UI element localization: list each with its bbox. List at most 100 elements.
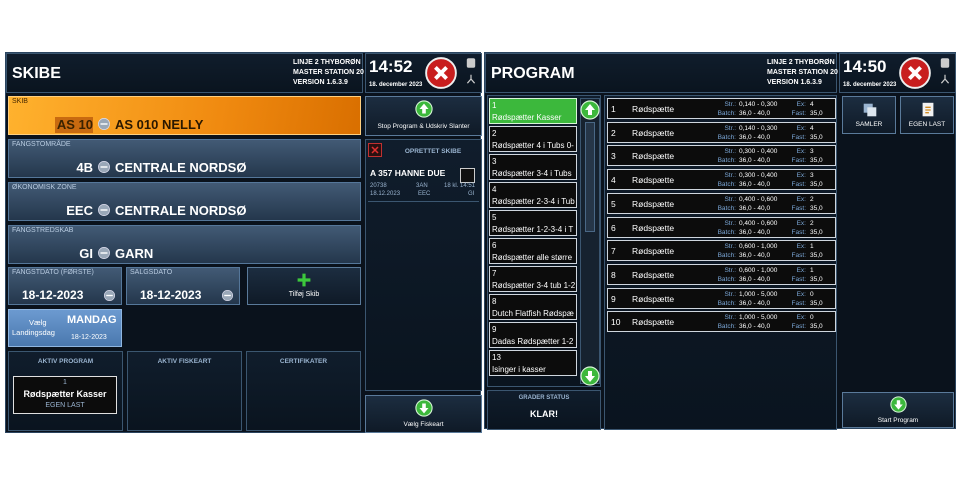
ex-value: 3 [810,148,814,156]
ex-value: 4 [810,124,814,132]
start-program-button[interactable]: Start Program [842,392,954,428]
date-box[interactable]: FANGSTDATO (FØRSTE) 18-12-2023 [8,267,122,305]
clock-panel [839,53,956,93]
table-row: 9 Rødspætte Str.: 1,000 - 5,000 Ex: 0 Batch: 36… [607,287,836,309]
program-item[interactable]: 7 Rødspætter 3-4 tub 1-2 [489,266,577,292]
table-row: 3 Rødspætte Str.: 0,300 - 0,400 Ex: 3 Batch: 36… [607,145,836,167]
program-item[interactable]: 5 Rødspætter 1-2-3-4 i T [489,210,577,236]
size-range: 0,400 - 0,600 [739,195,778,203]
program-name: Rødspætter Kasser [492,113,562,122]
row-number: 2 [611,127,616,138]
select-species-button[interactable]: Vælg Fiskeart [365,395,482,433]
batch-range: 36,0 - 40,0 [739,204,771,212]
program-item[interactable]: 13 Isinger i kasser [489,350,577,376]
stop-program-button[interactable]: Stop Program & Udskriv Slanter [365,96,482,136]
row-species: Rødspætte [632,269,675,280]
size-label: Str.: [724,101,736,108]
ship-checkbox[interactable] [460,168,475,183]
ex-label: Ex: [796,266,806,274]
program-table: 1 Rødspætte Str.: 0,140 - 0,300 Ex: 4 Batch: 36… [604,95,837,430]
batch-label: Batch: [717,299,736,307]
field-code: 4B [76,160,93,175]
program-number: 8 [492,297,497,306]
active-program-box[interactable]: 1 Rødspætter Kasser EGEN LAST [13,376,117,414]
program-number: 9 [492,325,497,334]
ex-label: Ex: [796,243,806,251]
fast-label: Fast: [791,157,806,165]
program-number: 4 [492,185,497,194]
ship-item[interactable]: A 357 HANNE DUE 20738 3AN 18 kl. 14:51 18.12… [368,166,479,202]
program-number: 5 [492,213,497,222]
ex-value: 2 [810,219,814,227]
field-box[interactable]: ØKONOMISK ZONE EEC CENTRALE NORDSØ [8,182,361,221]
program-list: 1 Rødspætter Kasser 2 Rødspætter 4 i Tubs 0… [487,95,601,387]
add-ship-button[interactable]: Tilføj Skib [247,267,361,305]
clock-date: 18. december 2023 [843,82,897,88]
program-item[interactable]: 8 Dutch Flatfish Rødspæ [489,294,577,320]
row-number: 7 [611,246,616,257]
fast-label: Fast: [791,228,806,236]
field-box[interactable]: FANGSTOMRÅDE 4B CENTRALE NORDSØ [8,139,361,178]
fast-label: Fast: [791,181,806,189]
ex-label: Ex: [796,124,806,132]
table-row: 10 Rødspætte Str.: 1,000 - 5,000 Ex: 0 Batch: 3… [607,311,836,333]
down-arrow-icon [890,396,907,413]
program-item[interactable]: 9 Dadas Rødspætter 1-2 [489,322,577,348]
ex-label: Ex: [796,148,806,156]
program-item[interactable]: 3 Rødspætter 3-4 i Tubs [489,154,577,180]
scroll-down-button[interactable] [580,366,600,386]
program-item[interactable]: 4 Rødspætter 2-3-4 i Tub [489,182,577,208]
fast-value: 35,0 [810,275,823,283]
close-button[interactable] [899,57,931,89]
program-item[interactable]: 1 Rødspætter Kasser [489,98,577,124]
table-row: 4 Rødspætte Str.: 0,300 - 0,400 Ex: 3 Batch: 36… [607,169,836,191]
size-label: Str.: [724,195,736,203]
ex-label: Ex: [796,101,806,108]
size-label: Str.: [724,148,736,156]
created-ships-list: OPRETTET SKIBE A 357 HANNE DUE 20738 3AN 18 … [365,139,482,391]
row-number: 10 [611,317,621,328]
scroll-up-button[interactable] [580,100,600,120]
field-box[interactable]: SKIB AS 10 AS 010 NELLY [8,96,361,135]
field-value: CENTRALE NORDSØ [115,160,247,175]
date-box[interactable]: SALGSDATO 18-12-2023 [126,267,240,305]
batch-label: Batch: [717,204,736,212]
batch-label: Batch: [717,181,736,189]
landing-day-button[interactable]: Vælg Landingsdag MANDAG 18-12-2023 [8,309,122,347]
ex-value: 0 [810,314,814,322]
program-name: Dutch Flatfish Rødspæ [492,309,574,318]
delete-icon[interactable] [370,145,380,155]
batch-label: Batch: [717,157,736,165]
screen-title: PROGRAM [491,65,575,82]
row-number: 4 [611,175,616,186]
landing-line2: Landingsdag [12,328,55,337]
row-species: Rødspætte [632,151,675,162]
program-item[interactable]: 6 Rødspætter alle større [489,238,577,264]
station-info: MASTER STATION 20 [767,69,838,76]
header [6,53,363,93]
row-species: Rødspætte [632,104,675,114]
clock-time: 14:52 [369,57,413,76]
own-load-button[interactable]: EGEN LAST [900,96,954,134]
ex-value: 2 [810,195,814,203]
batch-range: 36,0 - 40,0 [739,323,771,331]
program-number: 7 [492,269,497,278]
lookup-indicator [98,204,110,216]
button-label: Tilføj Skib [288,291,320,298]
up-arrow-icon [415,100,433,118]
station-info: LINJE 2 THYBORØN [293,59,361,66]
program-name: Rødspætter 1-2-3-4 i T [492,225,574,234]
button-label: SAMLER [855,121,883,128]
program-location: EGEN LAST [45,402,85,409]
row-species: Rødspætte [632,222,675,233]
program-item[interactable]: 2 Rødspætter 4 i Tubs 0- [489,126,577,152]
date-label: FANGSTDATO (FØRSTE) [12,269,94,276]
code-highlight [55,117,93,133]
size-label: Str.: [724,290,736,298]
field-box[interactable]: FANGSTREDSKAB GI GARN [8,225,361,264]
field-code: EEC [66,203,93,218]
close-button[interactable] [425,57,457,89]
fast-value: 35,0 [810,299,823,307]
collector-button[interactable]: SAMLER [842,96,896,134]
